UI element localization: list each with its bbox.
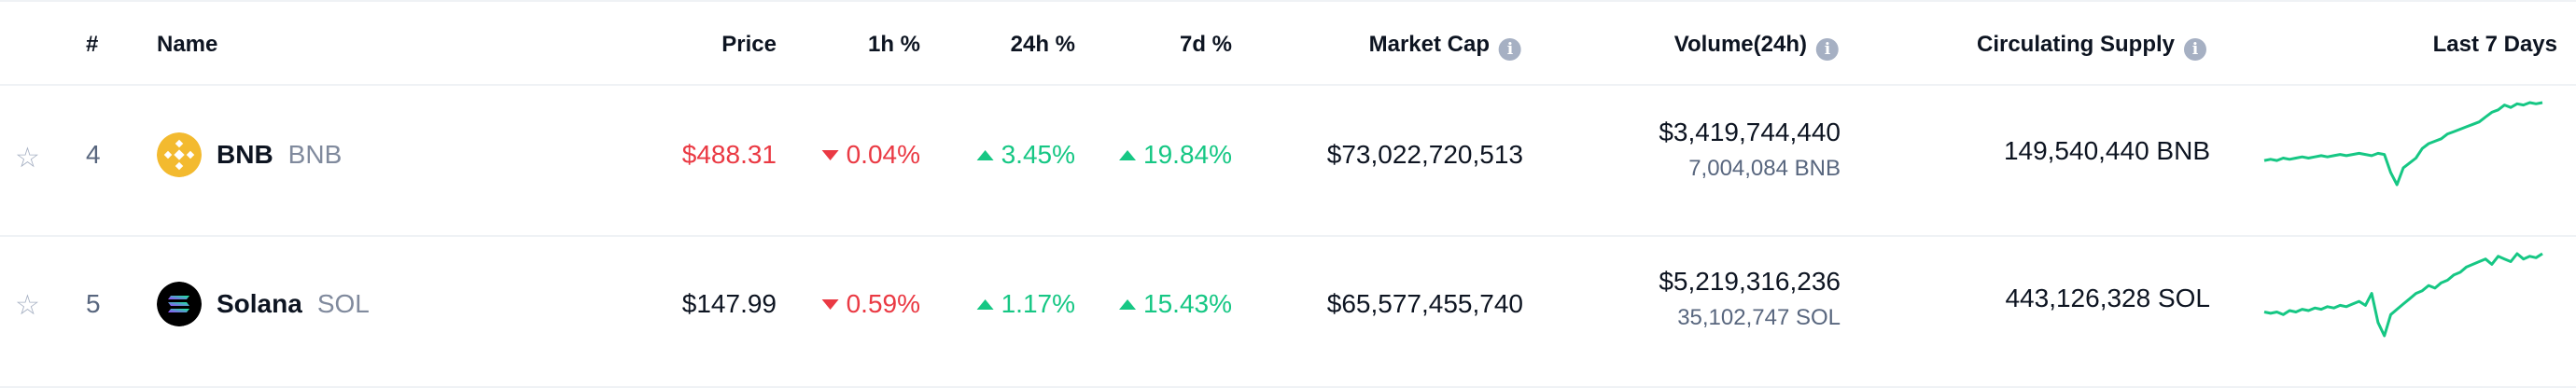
sparkline-line	[2263, 101, 2543, 187]
header-volume[interactable]: Volume(24h) i	[1674, 30, 1839, 61]
table-header: # Name Price 1h % 24h % 7d % Market Cap i…	[0, 0, 2576, 86]
bnb-logo-icon	[157, 132, 202, 177]
change-24h: 3.45%	[976, 138, 1075, 172]
volume-coin: 7,004,084 BNB	[1688, 156, 1841, 181]
coin-name-text: BNB	[217, 140, 273, 169]
rank: 5	[86, 289, 101, 318]
price: $147.99	[681, 289, 777, 318]
coin-symbol: BNB	[287, 140, 343, 169]
caret-up-icon	[976, 299, 994, 310]
change-24h-value: 3.45%	[1001, 140, 1075, 169]
header-name[interactable]: Name	[157, 32, 218, 57]
table-row[interactable]: ☆ 5 Solana SOL $147.99 0.59% 1.17% 15.43%…	[0, 237, 2576, 388]
volume-usd[interactable]: $3,419,744,440	[1659, 118, 1841, 146]
circulating-supply: 149,540,440 BNB	[2003, 136, 2210, 165]
info-icon[interactable]: i	[1499, 38, 1521, 61]
change-1h: 0.59%	[821, 287, 920, 321]
header-change-1h[interactable]: 1h %	[867, 32, 920, 57]
star-outline-icon[interactable]: ☆	[15, 290, 40, 321]
coin-name-text: Solana	[217, 289, 302, 318]
change-1h-value: 0.04%	[846, 140, 920, 169]
sparkline-line	[2263, 252, 2543, 338]
header-rank[interactable]: #	[86, 32, 99, 57]
sparkline-chart[interactable]	[2259, 97, 2548, 190]
info-icon[interactable]: i	[1816, 38, 1839, 61]
change-24h: 1.17%	[976, 287, 1075, 321]
caret-up-icon	[1119, 150, 1137, 160]
volume-usd[interactable]: $5,219,316,236	[1659, 267, 1841, 296]
star-outline-icon[interactable]: ☆	[15, 143, 40, 173]
change-7d-value: 15.43%	[1143, 289, 1232, 318]
change-7d-value: 19.84%	[1143, 140, 1232, 169]
volume-coin: 35,102,747 SOL	[1677, 305, 1841, 330]
coin-name[interactable]: Solana SOL	[217, 287, 370, 321]
caret-down-icon	[821, 299, 839, 310]
header-change-24h[interactable]: 24h %	[1010, 32, 1075, 57]
header-price[interactable]: Price	[721, 32, 777, 57]
market-cap: $65,577,455,740	[1326, 289, 1523, 318]
header-market-cap-label: Market Cap	[1368, 32, 1490, 57]
change-7d: 19.84%	[1119, 138, 1232, 172]
circulating-supply: 443,126,328 SOL	[2005, 284, 2210, 312]
change-1h-value: 0.59%	[846, 289, 920, 318]
solana-logo-icon	[157, 282, 202, 326]
header-supply[interactable]: Circulating Supply i	[1977, 30, 2206, 61]
caret-up-icon	[976, 150, 994, 160]
change-7d: 15.43%	[1119, 287, 1232, 321]
caret-down-icon	[821, 150, 839, 160]
sparkline-chart[interactable]	[2259, 248, 2548, 341]
market-cap: $73,022,720,513	[1326, 140, 1523, 169]
table-row[interactable]: ☆ 4 BNB BNB $488.31 0.04% 3.45% 19.84% $7…	[0, 86, 2576, 237]
header-volume-label: Volume(24h)	[1673, 32, 1807, 57]
change-24h-value: 1.17%	[1001, 289, 1075, 318]
header-last-7-days: Last 7 Days	[2432, 32, 2557, 57]
header-supply-label: Circulating Supply	[1976, 32, 2175, 57]
rank: 4	[86, 140, 101, 169]
info-icon[interactable]: i	[2184, 38, 2206, 61]
coin-symbol: SOL	[316, 289, 370, 318]
caret-up-icon	[1119, 299, 1137, 310]
change-1h: 0.04%	[821, 138, 920, 172]
price: $488.31	[681, 140, 777, 169]
header-change-7d[interactable]: 7d %	[1179, 32, 1232, 57]
header-market-cap[interactable]: Market Cap i	[1369, 30, 1521, 61]
coin-name[interactable]: BNB BNB	[217, 138, 342, 172]
